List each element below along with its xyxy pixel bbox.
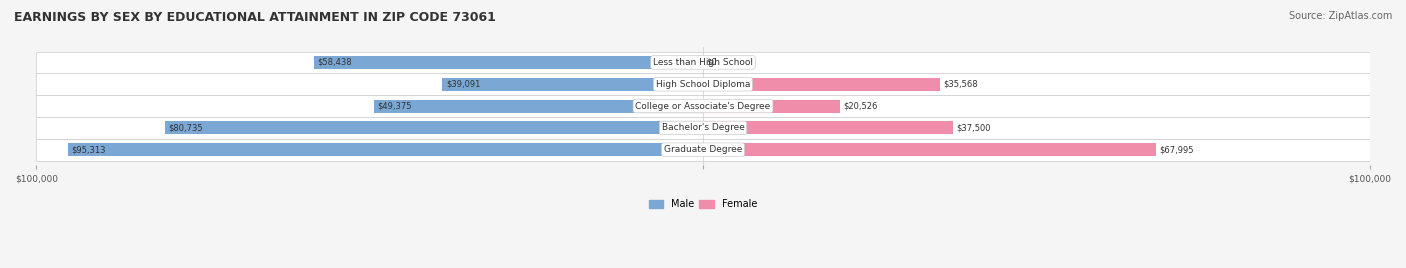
Text: Graduate Degree: Graduate Degree [664,145,742,154]
Bar [703,78,941,91]
Text: $67,995: $67,995 [1160,145,1194,154]
Bar [443,78,703,91]
Text: $80,735: $80,735 [169,123,202,132]
Text: $35,568: $35,568 [943,80,979,89]
Text: $0: $0 [706,58,717,67]
Text: College or Associate's Degree: College or Associate's Degree [636,102,770,111]
Bar [67,143,703,156]
Bar [165,121,703,135]
Text: EARNINGS BY SEX BY EDUCATIONAL ATTAINMENT IN ZIP CODE 73061: EARNINGS BY SEX BY EDUCATIONAL ATTAINMEN… [14,11,496,24]
Bar [37,117,1369,139]
Text: Less than High School: Less than High School [652,58,754,67]
Text: $20,526: $20,526 [844,102,877,111]
Bar [703,143,1156,156]
Bar [374,99,703,113]
Text: $95,313: $95,313 [72,145,105,154]
Text: $49,375: $49,375 [377,102,412,111]
Bar [37,51,1369,73]
Text: Bachelor's Degree: Bachelor's Degree [662,123,744,132]
Bar [703,99,839,113]
Bar [37,95,1369,117]
Text: Source: ZipAtlas.com: Source: ZipAtlas.com [1288,11,1392,21]
Text: $39,091: $39,091 [446,80,481,89]
Bar [37,73,1369,95]
Bar [314,56,703,69]
Bar [37,139,1369,161]
Bar [703,121,953,135]
Text: $37,500: $37,500 [956,123,991,132]
Text: $58,438: $58,438 [316,58,352,67]
Text: High School Diploma: High School Diploma [655,80,751,89]
Legend: Male, Female: Male, Female [645,195,761,213]
